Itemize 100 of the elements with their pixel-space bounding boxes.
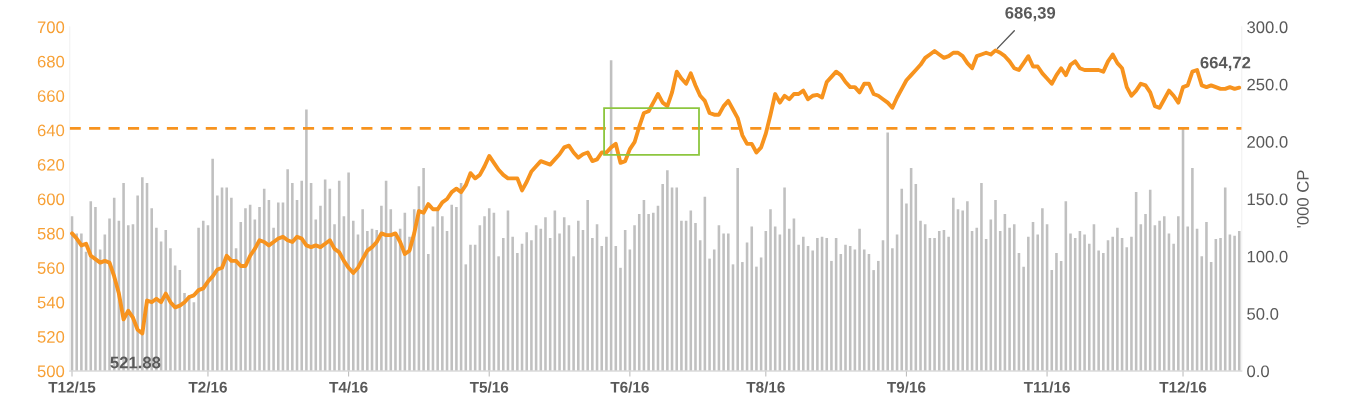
- bar: [937, 231, 941, 372]
- bar: [230, 197, 233, 372]
- x-tick-label: T2/16: [188, 381, 227, 393]
- bar: [675, 187, 679, 372]
- bar: [712, 249, 716, 372]
- bar: [680, 220, 683, 372]
- bar: [408, 236, 411, 372]
- bar: [694, 223, 697, 372]
- bar: [1125, 247, 1129, 372]
- bar: [319, 205, 322, 372]
- bar: [825, 237, 829, 372]
- bar: [469, 244, 472, 372]
- bar: [394, 234, 397, 372]
- bar: [708, 258, 711, 372]
- bar: [216, 195, 219, 372]
- bar: [741, 262, 744, 372]
- bar: [1102, 252, 1105, 372]
- bar: [347, 172, 350, 372]
- x-tick-label: T12/16: [1159, 381, 1207, 393]
- bar: [483, 216, 486, 372]
- y2-tick-label: 50.0: [1247, 308, 1279, 320]
- x-tick-label: T12/15: [48, 381, 96, 393]
- bar: [1050, 270, 1054, 372]
- bar: [337, 180, 341, 372]
- bar: [450, 204, 454, 372]
- bar: [169, 248, 172, 372]
- bar: [797, 244, 800, 372]
- bar: [858, 228, 861, 372]
- y-tick-label: 680: [37, 55, 65, 68]
- y-tick-label: 500: [37, 365, 65, 378]
- bar: [1177, 216, 1180, 372]
- bar: [108, 218, 111, 372]
- bar: [305, 109, 308, 372]
- bar: [652, 212, 655, 372]
- bar: [572, 256, 575, 372]
- bar: [94, 207, 97, 372]
- bar: [1130, 236, 1133, 372]
- bar: [530, 240, 533, 372]
- y-tick-label: 640: [37, 124, 65, 137]
- bar: [919, 220, 922, 372]
- bar: [952, 197, 955, 372]
- bar: [426, 254, 430, 372]
- x-tick-label: T6/16: [610, 381, 649, 393]
- bar: [661, 184, 664, 372]
- y2-tick-label: 0.0: [1247, 365, 1269, 378]
- bar: [600, 246, 604, 372]
- bar: [389, 209, 393, 372]
- x-tick-label: T4/16: [329, 381, 368, 393]
- bar: [577, 220, 580, 372]
- bar: [75, 233, 78, 372]
- x-tick-label: T5/16: [469, 381, 509, 393]
- bar: [1186, 226, 1189, 372]
- y2-tick-label: 150.0: [1247, 193, 1288, 206]
- bar: [1233, 235, 1236, 372]
- y2-tick-label: 200.0: [1247, 136, 1288, 148]
- bar: [1162, 216, 1166, 372]
- bar: [497, 256, 500, 372]
- bar: [1205, 221, 1208, 372]
- bar: [239, 221, 243, 372]
- bar: [464, 264, 468, 372]
- bar: [802, 236, 805, 372]
- bar: [787, 228, 791, 372]
- bar: [830, 260, 833, 372]
- bar: [886, 132, 889, 372]
- bar: [862, 249, 866, 372]
- bar: [164, 229, 168, 372]
- bar: [811, 250, 814, 372]
- bar: [314, 219, 318, 372]
- bar: [1069, 233, 1072, 372]
- bar: [1041, 208, 1044, 372]
- y-tick-label: 560: [37, 262, 65, 274]
- y-tick-label: 520: [37, 331, 65, 343]
- bar: [816, 237, 819, 372]
- bar: [286, 169, 289, 372]
- bar: [1237, 231, 1241, 372]
- bar: [637, 213, 641, 372]
- bar: [544, 217, 547, 372]
- bar: [961, 210, 964, 372]
- bar: [197, 227, 200, 372]
- bar: [380, 205, 383, 372]
- bar: [591, 237, 594, 372]
- bar: [1027, 236, 1030, 372]
- bar: [502, 237, 505, 372]
- bar: [783, 187, 786, 372]
- bar: [455, 207, 458, 372]
- y2-tick-label: 300.0: [1247, 21, 1288, 34]
- bar: [558, 233, 561, 372]
- bar: [487, 208, 491, 372]
- bar: [516, 252, 519, 372]
- y-tick-label: 540: [37, 296, 65, 309]
- bar: [1083, 234, 1086, 372]
- bar: [750, 226, 754, 372]
- y-tick-label: 600: [37, 193, 65, 206]
- bar: [1022, 266, 1025, 372]
- y-tick-label: 620: [37, 158, 65, 171]
- bar: [441, 216, 444, 372]
- x-tick-label: T8/16: [746, 381, 785, 393]
- bar: [333, 224, 336, 372]
- bar: [201, 220, 205, 372]
- bar: [291, 182, 294, 372]
